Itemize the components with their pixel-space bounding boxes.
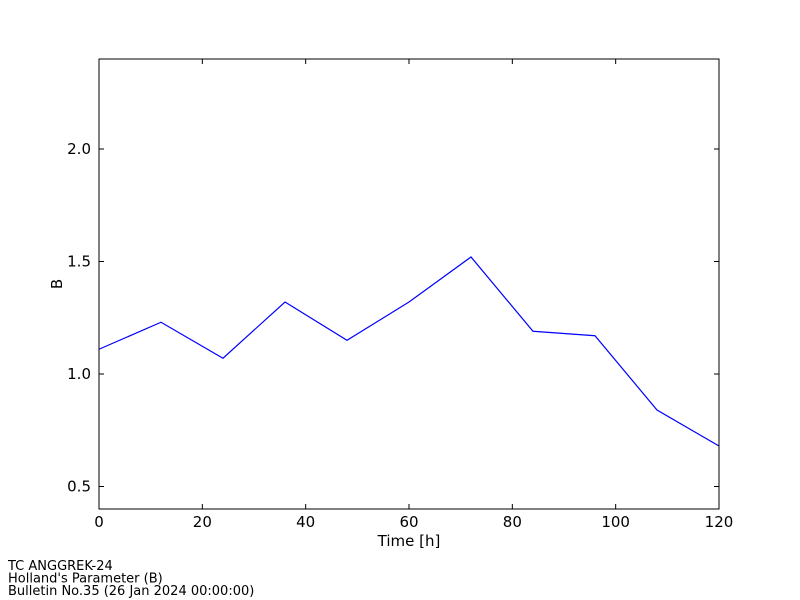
x-tick-label: 20: [193, 513, 212, 531]
x-tick-label: 120: [705, 513, 734, 531]
y-tick-label: 2.0: [67, 140, 91, 158]
y-axis-label: B: [48, 279, 66, 289]
data-line: [98, 256, 720, 447]
y-tick-label: 0.5: [67, 478, 91, 496]
footer-note: TC ANGGREK-24: [7, 559, 113, 574]
x-axis-label: Time [h]: [377, 532, 441, 550]
x-tick-label: 80: [503, 513, 522, 531]
footer-note: Holland's Parameter (B): [8, 572, 163, 587]
y-tick-label: 1.5: [67, 253, 91, 271]
x-tick-label: 40: [296, 513, 315, 531]
x-tick-label: 60: [399, 513, 418, 531]
y-tick-label: 1.0: [67, 365, 91, 383]
footer-note: Bulletin No.35 (26 Jan 2024 00:00:00): [8, 584, 254, 599]
x-tick-label: 0: [94, 513, 104, 531]
x-tick-label: 100: [601, 513, 630, 531]
plot-frame: [98, 58, 720, 510]
